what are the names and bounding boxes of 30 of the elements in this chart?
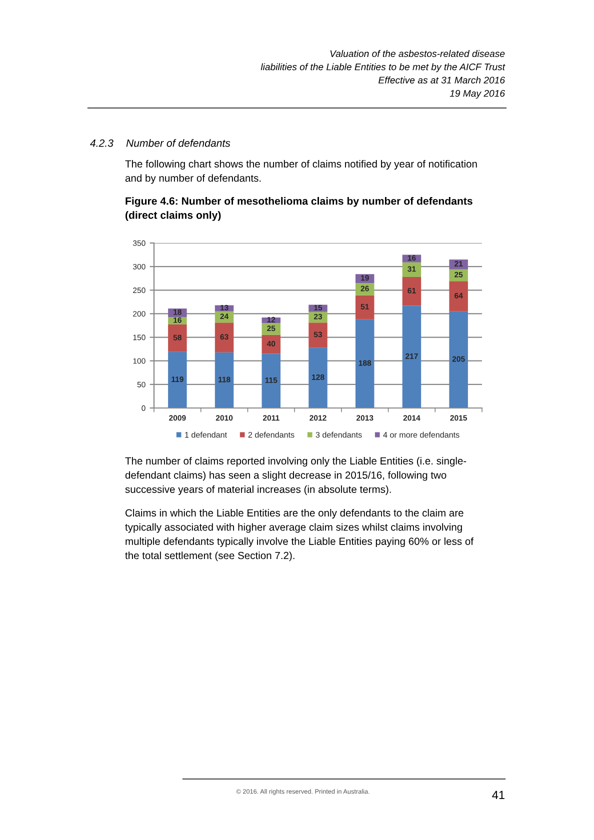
text: 4.2.3 [90,139,114,147]
bar [355,283,374,296]
bar [449,260,468,270]
legend-label: 2 defendants [248,432,294,438]
bar [449,281,468,312]
text: The number of claims reported involving only the Liable Entities (i.e. single- defendant claims) has seen a slight decrease in 2015/16, following two successive years of material increases (in absolute terms). [125,457,466,495]
bar [355,295,374,320]
bar [214,322,234,352]
legend-label: 4 or more defendants [383,432,460,438]
bar [402,276,422,306]
bar [262,323,281,335]
text: The following chart shows the number of claims notified by year of notification and by number of defendants. [125,160,477,184]
bar [308,348,328,408]
bar [355,319,374,408]
bar [262,334,281,354]
bar [402,262,422,277]
text: Valuation of the asbestos-related disease liabilities of the Liable Entities to be met by the AICF Trust Effective as at 31 March 2016 19 May 2016 [260,50,506,99]
text: Number of defendants [126,139,230,147]
text: Claims in which the Liable Entities are the only defendants to the claim are typically associated with higher average claim sizes whilst claims involving multiple defendants typically involve the Liable Entities paying 60% or less of the total settlement (see Section 7.2). [125,509,474,562]
bar [168,324,187,352]
bar [262,354,281,408]
bar [449,311,468,408]
bar [214,352,234,408]
text: 41 [492,790,504,800]
bar [402,306,422,408]
legend-label: 1 defendant [185,432,227,438]
bar [308,322,328,348]
chart-title: Figure 4.6: Number of mesothelioma claims by number of defendants (direct claims only) [126,197,472,221]
legend-label: 3 defendants [316,432,362,438]
bar [168,352,187,408]
